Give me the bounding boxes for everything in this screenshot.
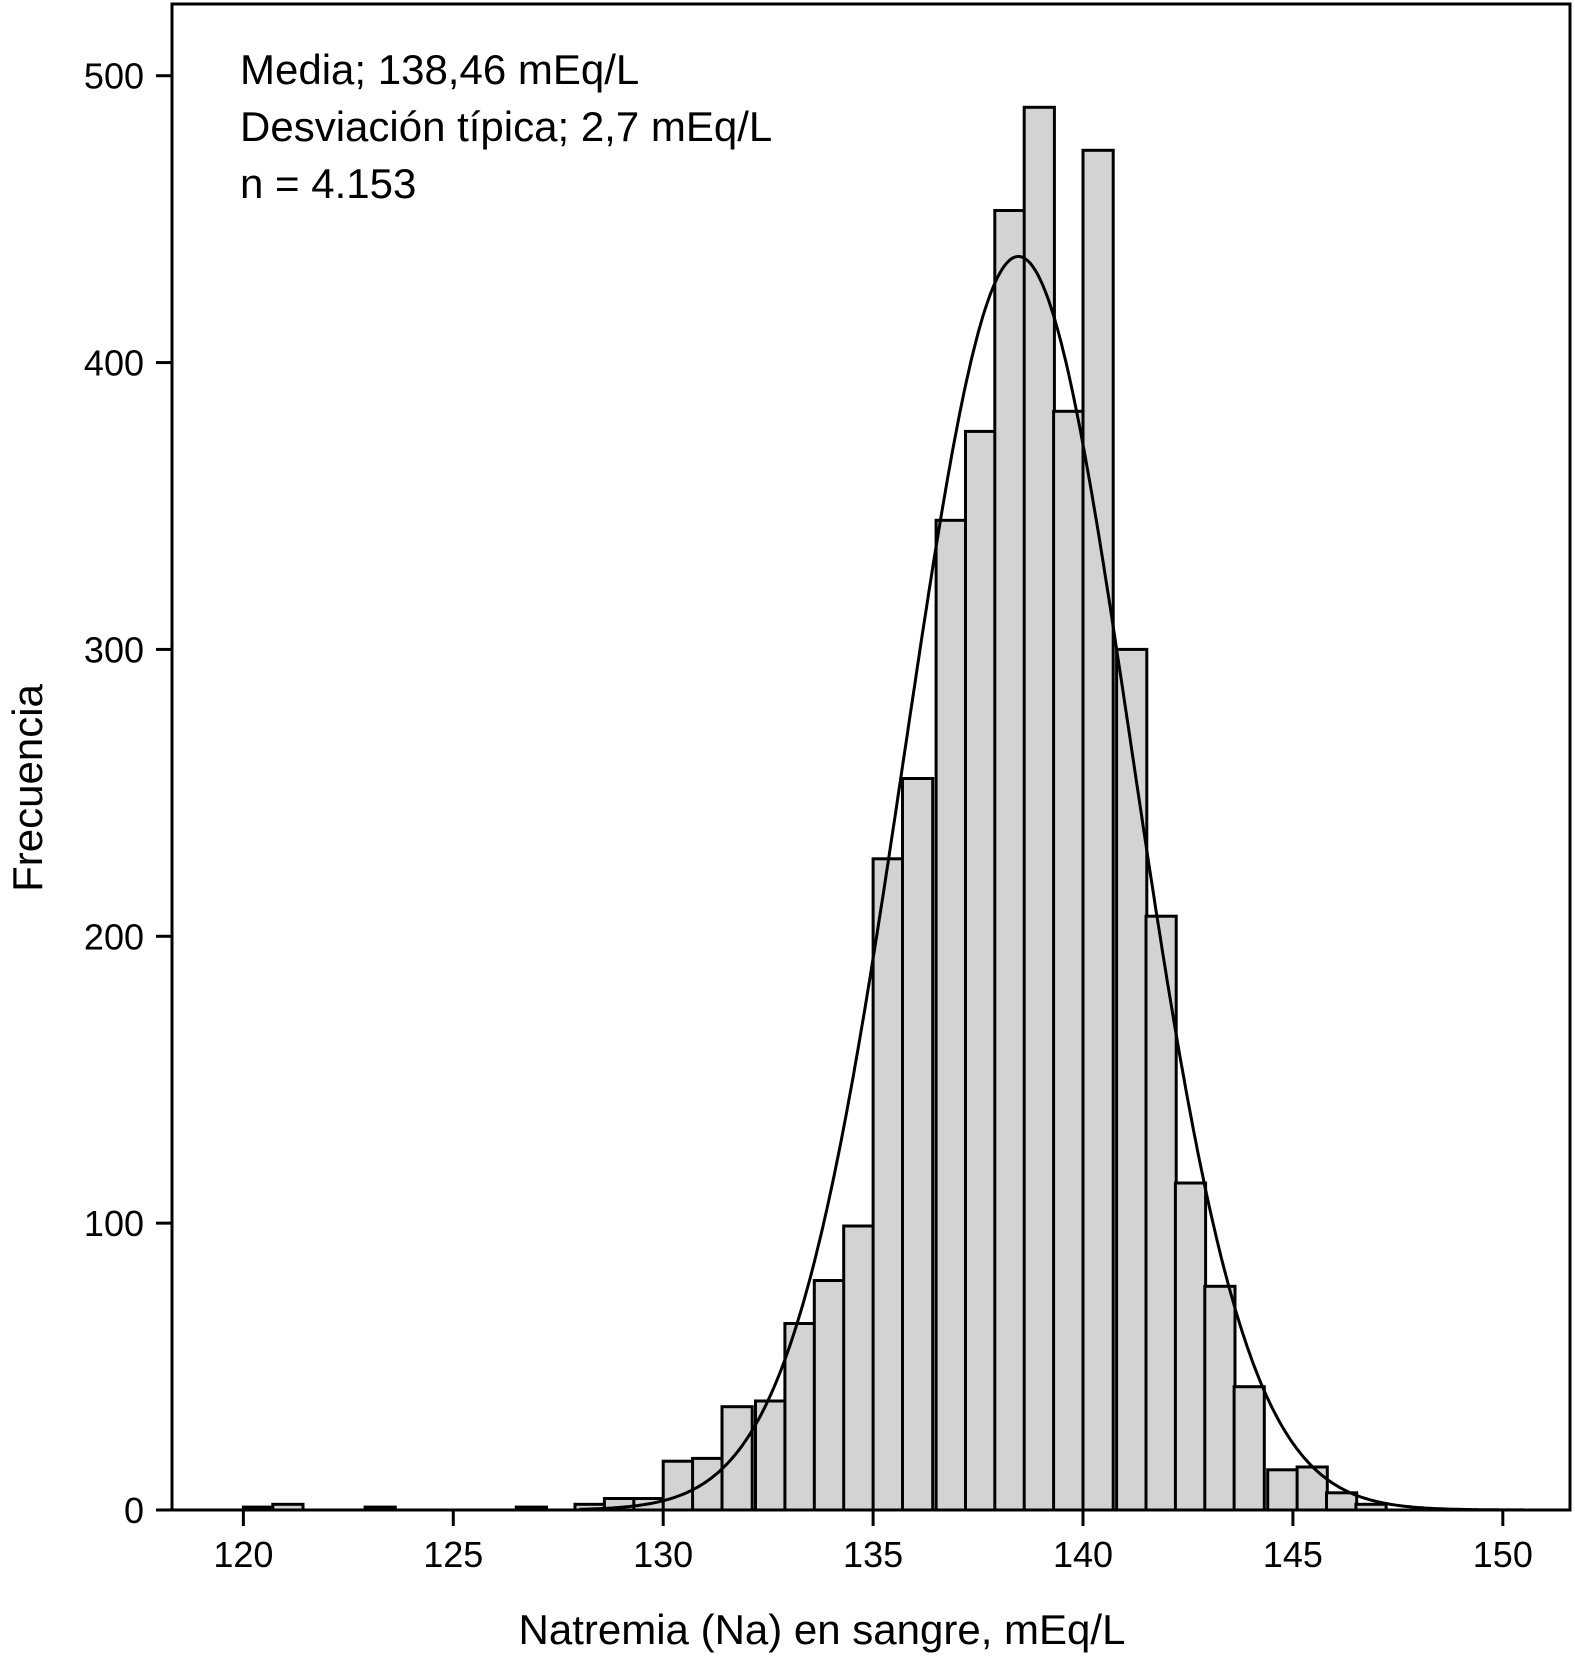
- histogram-bar: [1024, 107, 1054, 1510]
- annotation-mean: Media; 138,46 mEq/L: [240, 46, 639, 93]
- histogram-bar: [814, 1281, 844, 1511]
- x-tick-label: 125: [423, 1534, 483, 1575]
- histogram-bars: [243, 107, 1386, 1510]
- y-tick-label: 400: [84, 343, 144, 384]
- histogram-bar: [903, 779, 933, 1511]
- histogram-bar: [1054, 411, 1084, 1510]
- y-tick-label: 100: [84, 1203, 144, 1244]
- x-tick-label: 130: [633, 1534, 693, 1575]
- histogram-bar: [1117, 649, 1147, 1510]
- histogram-bar: [1327, 1493, 1357, 1510]
- y-axis-title: Frecuencia: [4, 683, 51, 891]
- histogram-bar: [1205, 1286, 1235, 1510]
- x-tick-label: 145: [1263, 1534, 1323, 1575]
- y-axis-ticks: 0 100 200 300 400 500: [84, 56, 172, 1531]
- histogram-bar: [1083, 150, 1113, 1510]
- histogram-bar: [1234, 1387, 1264, 1510]
- histogram-bar: [844, 1226, 874, 1510]
- annotation-sd: Desviación típica; 2,7 mEq/L: [240, 103, 772, 150]
- histogram-bar: [663, 1461, 693, 1510]
- histogram-bar: [873, 859, 903, 1510]
- histogram-bar: [1175, 1183, 1205, 1510]
- histogram-bar: [785, 1324, 815, 1511]
- x-axis-ticks: 120 125 130 135 140 145 150: [213, 1510, 1533, 1575]
- histogram-bar: [995, 211, 1025, 1511]
- x-tick-label: 135: [843, 1534, 903, 1575]
- y-tick-label: 200: [84, 916, 144, 957]
- histogram-bar: [693, 1458, 723, 1510]
- x-axis-title: Natremia (Na) en sangre, mEq/L: [519, 1606, 1126, 1653]
- histogram-bar: [1297, 1467, 1327, 1510]
- x-tick-label: 120: [213, 1534, 273, 1575]
- histogram-bar: [966, 431, 996, 1510]
- annotation-n: n = 4.153: [240, 160, 416, 207]
- x-tick-label: 150: [1473, 1534, 1533, 1575]
- y-tick-label: 500: [84, 56, 144, 97]
- histogram-bar: [1268, 1470, 1298, 1510]
- histogram-bar: [936, 520, 966, 1510]
- stats-annotation: Media; 138,46 mEq/L Desviación típica; 2…: [240, 46, 772, 207]
- histogram-bar: [722, 1407, 752, 1510]
- x-tick-label: 140: [1053, 1534, 1113, 1575]
- y-tick-label: 300: [84, 629, 144, 670]
- y-tick-label: 0: [124, 1490, 144, 1531]
